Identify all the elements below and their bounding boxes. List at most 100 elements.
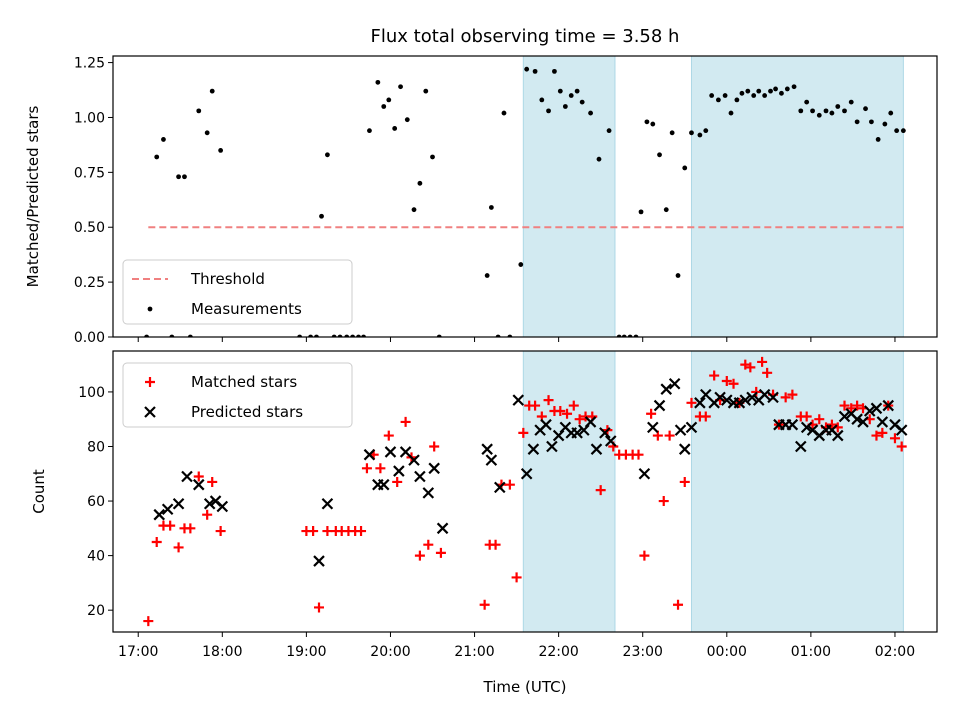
matched-stars-point-62: [679, 476, 690, 487]
predicted-stars-point-46: [685, 421, 698, 434]
x-tick-label-9: 02:00: [875, 644, 915, 660]
matched-stars-point-20: [361, 463, 372, 474]
x-tick-label-8: 01:00: [791, 644, 831, 660]
predicted-stars-point-26: [527, 443, 540, 455]
measurements-point-27: [398, 84, 403, 90]
x-axis-title: Time (UTC): [483, 678, 567, 696]
counts-y-axis-title: Count: [30, 469, 48, 514]
x-tick-label-3: 20:00: [370, 644, 410, 660]
measurements-point-97: [888, 110, 894, 116]
measurements-point-74: [745, 88, 751, 94]
predicted-stars-point-24: [512, 394, 525, 406]
matched-stars-point-89: [852, 400, 863, 411]
measurements-point-96: [882, 121, 888, 127]
ratio-legend-box: [122, 259, 353, 325]
matched-stars-point-63: [686, 397, 697, 408]
predicted-stars-point-50: [714, 391, 726, 404]
measurements-point-28: [404, 117, 410, 123]
measurements-point-15: [325, 152, 330, 158]
measurements-point-60: [657, 152, 662, 158]
measurements-point-46: [562, 104, 568, 109]
measurements-point-39: [518, 262, 524, 267]
matched-stars-point-68: [721, 376, 732, 387]
predicted-stars-point-69: [838, 410, 851, 423]
measurements-point-68: [709, 93, 715, 98]
measurements-point-61: [663, 207, 669, 213]
measurements-point-42: [539, 97, 545, 103]
predicted-stars-point-75: [876, 416, 889, 428]
measurements-point-75: [751, 93, 757, 98]
x-tick-label-7: 00:00: [707, 644, 747, 660]
matched-stars-point-39: [530, 400, 541, 411]
matched-stars-point-56: [639, 550, 650, 561]
measurements-point-76: [756, 88, 762, 94]
ratio-y-axis-title: Matched/Predicted stars: [24, 106, 42, 288]
matched-stars-point-14: [322, 526, 333, 537]
matched-stars-point-60: [664, 430, 675, 441]
ratio-frame: [112, 55, 938, 338]
predicted-stars-point-21: [481, 443, 493, 455]
measurements-point-45: [557, 88, 563, 94]
matched-stars-point-66: [709, 370, 720, 381]
matched-stars-point-31: [479, 599, 490, 610]
measurements-point-52: [606, 128, 612, 134]
x-tick-label-5: 22:00: [538, 644, 578, 660]
matched-stars-point-49: [595, 485, 606, 496]
matched-stars-point-13: [314, 602, 324, 613]
predicted-stars-point-58: [767, 391, 779, 404]
counts-legend-box: [122, 362, 353, 428]
matched-stars-point-87: [839, 400, 850, 411]
measurements-point-24: [381, 104, 387, 109]
matched-stars-point-6: [185, 523, 196, 534]
predicted-stars-point-40: [647, 421, 659, 434]
matched-stars-point-43: [555, 406, 566, 417]
ratio-y-tick-label-3: 0.75: [74, 165, 105, 181]
predicted-stars-point-23: [493, 481, 506, 494]
matched-stars-point-78: [780, 392, 791, 403]
counts-y-tick-label-1: 40: [87, 549, 105, 565]
measurements-point-80: [779, 90, 784, 96]
counts-frame: [112, 350, 938, 633]
measurements-point-64: [682, 165, 688, 171]
predicted-stars-point-0: [153, 508, 166, 521]
predicted-stars-point-47: [694, 397, 706, 409]
measurements-point-98: [894, 128, 900, 134]
predicted-stars-point-45: [678, 443, 691, 455]
x-tick-label-0: 17:00: [118, 644, 158, 660]
matched-stars-point-55: [633, 449, 644, 460]
predicted-stars-point-3: [181, 470, 193, 483]
measurements-point-29: [411, 207, 417, 213]
measurements-point-22: [367, 128, 372, 134]
measurements-point-91: [848, 99, 854, 105]
matched-stars-point-74: [757, 356, 768, 367]
predicted-stars-point-12: [377, 478, 390, 491]
measurements-point-99: [900, 128, 906, 134]
matched-stars-point-59: [658, 496, 669, 507]
measurements-point-40: [524, 66, 530, 72]
measurements-point-95: [875, 137, 881, 142]
counts-y-tick-label-3: 80: [87, 439, 105, 455]
measurements-point-37: [501, 110, 507, 116]
measurements-point-23: [375, 79, 381, 85]
matched-stars-point-28: [423, 539, 434, 550]
x-tick-label-1: 18:00: [202, 644, 242, 660]
measurements-point-2: [161, 137, 166, 142]
predicted-stars-point-4: [192, 478, 205, 491]
ratio-legend-marker-1: [147, 306, 153, 312]
ratio-y-tick-label-5: 1.25: [74, 56, 105, 72]
measurements-point-62: [669, 130, 675, 136]
measurements-point-50: [588, 110, 593, 116]
x-tick-label-6: 23:00: [623, 644, 663, 660]
measurements-point-48: [574, 88, 580, 94]
matched-stars-point-72: [745, 362, 756, 373]
predicted-stars-point-57: [758, 388, 771, 401]
matched-stars-point-0: [143, 616, 154, 627]
measurements-point-26: [392, 126, 398, 131]
measurements-point-35: [488, 205, 494, 210]
predicted-stars-point-10: [363, 448, 376, 461]
measurements-point-84: [804, 99, 810, 105]
predicted-stars-point-42: [660, 383, 673, 395]
counts-legend: Matched stars Predicted stars: [122, 362, 353, 428]
predicted-stars-point-35: [584, 416, 597, 428]
